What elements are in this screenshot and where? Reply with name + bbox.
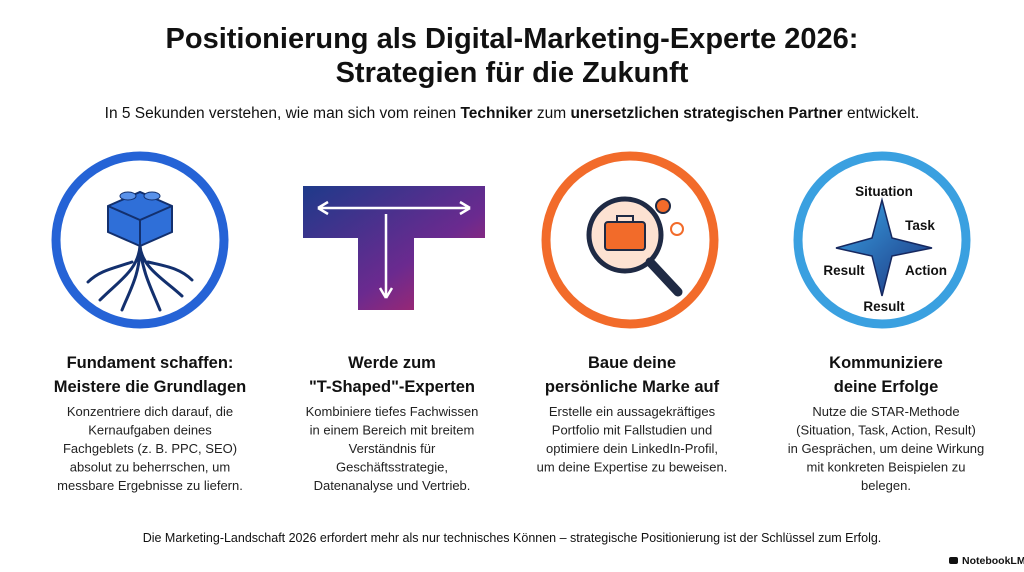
card-heading: deine Erfolge <box>834 378 939 396</box>
card: Werde zum "T-Shaped"-Experten Kombiniere t… <box>306 354 479 493</box>
card-heading: "T-Shaped"-Experten <box>309 378 475 396</box>
card-heading: Fundament schaffen: <box>67 354 234 372</box>
icon-t-shape <box>303 186 485 310</box>
icon-label: Result <box>823 263 865 278</box>
card-body: optimiere dein LinkedIn-Profil, <box>546 441 718 456</box>
card: Fundament schaffen: Meistere die Grundlag… <box>54 354 247 493</box>
card-heading: Meistere die Grundlagen <box>54 378 247 396</box>
icon-label: Task <box>905 218 935 233</box>
subtitle-part: In 5 Sekunden verstehen, wie man sich vo… <box>105 105 461 122</box>
card-body: Nutze die STAR-Methode <box>812 404 959 419</box>
subtitle-part: entwickelt. <box>843 105 920 122</box>
card-body: Verständnis für <box>349 441 436 456</box>
icon-label: Result <box>863 299 905 314</box>
card-body: um deine Expertise zu beweisen. <box>537 460 728 475</box>
card-heading: Kommuniziere <box>829 354 943 372</box>
card-body: Geschäftsstrategie, <box>336 460 448 475</box>
subtitle-part: zum <box>533 105 571 122</box>
subtitle-part: Techniker <box>460 105 532 122</box>
card-heading: persönliche Marke auf <box>545 378 720 396</box>
card-heading: Werde zum <box>348 354 436 372</box>
cards: Fundament schaffen: Meistere die Grundlag… <box>54 354 985 493</box>
card-body: messbare Ergebnisse zu liefern. <box>57 478 243 493</box>
title-line: Positionierung als Digital-Marketing-Exp… <box>166 23 859 55</box>
card-body: mit konkreten Beispielen zu <box>807 460 966 475</box>
icon-foundation <box>51 151 229 329</box>
icon-label: Situation <box>855 184 913 199</box>
card-body: absolut zu beherrschen, um <box>70 460 230 475</box>
card-body: Datenanalyse und Vertrieb. <box>314 478 471 493</box>
card-body: Konzentriere dich darauf, die <box>67 404 233 419</box>
brand: NotebookLM <box>962 555 1024 567</box>
brand-logo <box>949 557 958 564</box>
card-body: Portfolio mit Fallstudien und <box>552 423 712 438</box>
icon-label: Action <box>905 263 947 278</box>
subtitle: In 5 Sekunden verstehen, wie man sich vo… <box>105 105 920 122</box>
icon-star <box>793 151 971 329</box>
card: Kommuniziere deine Erfolge Nutze die STAR-… <box>788 354 985 493</box>
card-body: Kernaufgaben deines <box>88 423 212 438</box>
card-body: (Situation, Task, Action, Result) <box>796 423 976 438</box>
icon-brand <box>541 151 719 329</box>
card-body: in einem Bereich mit breitem <box>310 423 475 438</box>
card-body: belegen. <box>861 478 911 493</box>
title-line: Strategien für die Zukunft <box>336 57 689 89</box>
card-heading: Baue deine <box>588 354 676 372</box>
card-body: Kombiniere tiefes Fachwissen <box>306 404 479 419</box>
card-body: Fachgeblets (z. B. PPC, SEO) <box>63 441 237 456</box>
subtitle-part: unersetzlichen strategischen Partner <box>570 105 842 122</box>
footer: Die Marketing-Landschaft 2026 erfordert … <box>143 531 882 545</box>
card-body: in Gesprächen, um deine Wirkung <box>788 441 985 456</box>
card: Baue deine persönliche Marke auf Erstelle … <box>537 354 728 475</box>
card-body: Erstelle ein aussagekräftiges <box>549 404 716 419</box>
